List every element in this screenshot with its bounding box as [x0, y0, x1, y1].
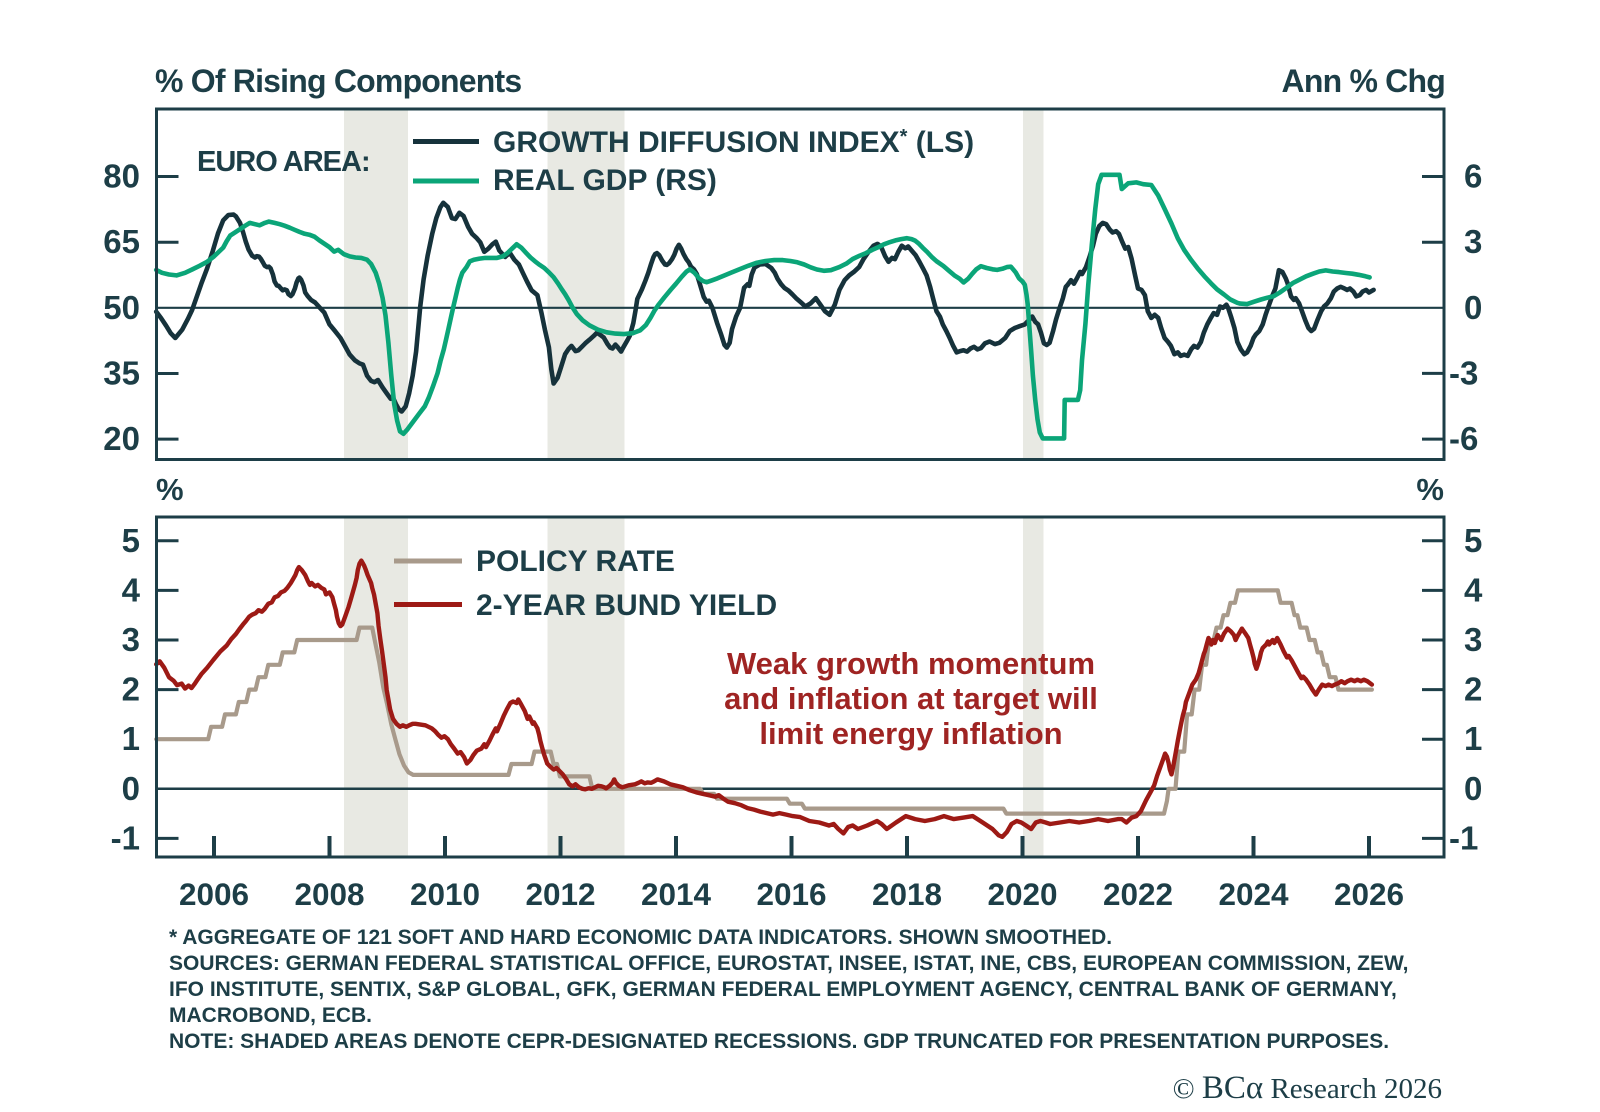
svg-text:and inflation at target will: and inflation at target will	[724, 681, 1098, 716]
svg-text:4: 4	[1464, 571, 1483, 608]
svg-text:-3: -3	[1449, 354, 1478, 391]
svg-text:2: 2	[122, 671, 140, 708]
svg-text:-1: -1	[111, 819, 140, 856]
svg-text:SOURCES: GERMAN FEDERAL STATIS: SOURCES: GERMAN FEDERAL STATISTICAL OFFI…	[169, 952, 1408, 975]
svg-text:-1: -1	[1449, 819, 1478, 856]
svg-text:NOTE: SHADED AREAS DENOTE CEPR: NOTE: SHADED AREAS DENOTE CEPR-DESIGNATE…	[169, 1030, 1389, 1053]
svg-text:35: 35	[103, 355, 140, 392]
svg-text:1: 1	[122, 720, 140, 757]
svg-text:2022: 2022	[1103, 876, 1173, 912]
svg-text:MACROBOND, ECB.: MACROBOND, ECB.	[169, 1004, 372, 1027]
svg-text:3: 3	[1464, 223, 1482, 260]
svg-text:2-YEAR BUND YIELD: 2-YEAR BUND YIELD	[476, 589, 777, 622]
svg-text:© BCα Research 2026: © BCα Research 2026	[1173, 1070, 1442, 1106]
svg-text:* AGGREGATE OF 121 SOFT AND HA: * AGGREGATE OF 121 SOFT AND HARD ECONOMI…	[169, 926, 1112, 949]
svg-text:2014: 2014	[641, 876, 712, 912]
svg-text:2016: 2016	[756, 876, 826, 912]
svg-text:2008: 2008	[294, 876, 364, 912]
svg-text:80: 80	[103, 158, 140, 195]
svg-text:0: 0	[122, 770, 140, 807]
svg-text:5: 5	[1464, 522, 1482, 559]
svg-text:20: 20	[103, 420, 140, 457]
svg-text:0: 0	[1464, 289, 1482, 326]
svg-text:2026: 2026	[1334, 876, 1404, 912]
svg-text:-6: -6	[1449, 420, 1478, 457]
svg-text:EURO AREA:: EURO AREA:	[197, 146, 370, 178]
svg-text:50: 50	[103, 289, 140, 326]
svg-text:1: 1	[1464, 720, 1482, 757]
svg-text:IFO INSTITUTE, SENTIX, S&P GLO: IFO INSTITUTE, SENTIX, S&P GLOBAL, GFK, …	[169, 978, 1397, 1001]
svg-text:2010: 2010	[410, 876, 480, 912]
svg-text:REAL GDP (RS): REAL GDP (RS)	[493, 164, 717, 197]
svg-text:GROWTH DIFFUSION INDEX* (LS): GROWTH DIFFUSION INDEX* (LS)	[493, 126, 974, 159]
svg-text:2024: 2024	[1218, 876, 1289, 912]
svg-text:65: 65	[103, 223, 140, 260]
svg-text:5: 5	[122, 522, 140, 559]
svg-text:%: %	[156, 472, 184, 507]
svg-text:Weak growth momentum: Weak growth momentum	[727, 646, 1095, 681]
svg-text:3: 3	[122, 621, 140, 658]
svg-text:0: 0	[1464, 770, 1482, 807]
svg-text:6: 6	[1464, 158, 1482, 195]
svg-text:%: %	[1416, 472, 1444, 507]
svg-text:4: 4	[122, 571, 141, 608]
svg-text:2018: 2018	[872, 876, 942, 912]
svg-text:2: 2	[1464, 671, 1482, 708]
svg-text:POLICY RATE: POLICY RATE	[476, 545, 675, 578]
svg-text:2012: 2012	[525, 876, 595, 912]
svg-text:limit energy inflation: limit energy inflation	[759, 716, 1062, 751]
svg-text:2020: 2020	[987, 876, 1057, 912]
svg-text:3: 3	[1464, 621, 1482, 658]
svg-text:2006: 2006	[179, 876, 249, 912]
svg-text:Ann % Chg: Ann % Chg	[1282, 63, 1445, 99]
svg-text:% Of Rising Components: % Of Rising Components	[155, 63, 521, 99]
